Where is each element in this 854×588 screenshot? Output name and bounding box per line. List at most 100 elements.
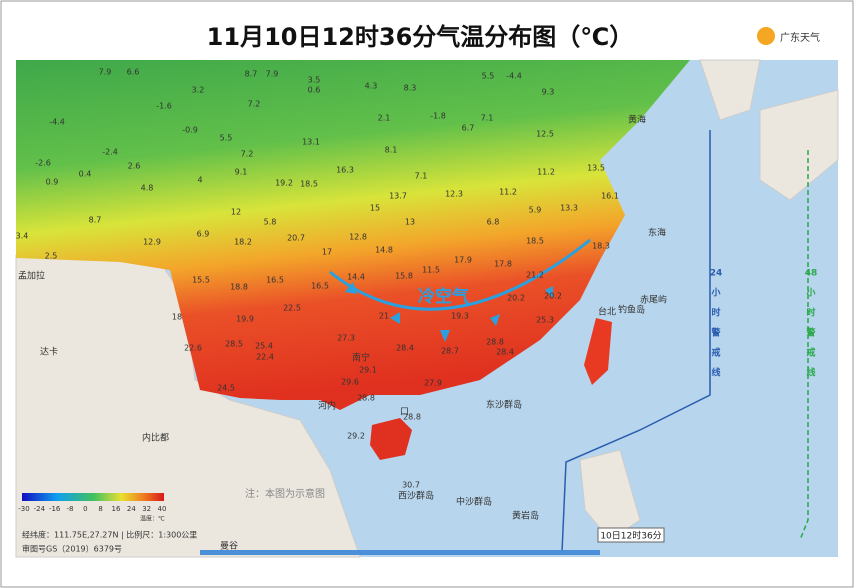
temperature: 16.5 (311, 282, 329, 291)
temperature: 9.3 (542, 88, 555, 97)
temperature: 25.3 (536, 316, 554, 325)
temperature: 7.2 (241, 150, 254, 159)
legend-tick: 32 (142, 505, 151, 513)
legend-unit: 温度：℃ (140, 515, 165, 523)
temperature: 24.5 (217, 384, 235, 393)
legend-tick: 16 (112, 505, 121, 513)
temperature: 4.8 (141, 184, 154, 193)
temperature-labels: 7.9 6.6 3.2 8.7 7.9 3.50.6 4.3 8.3 5.5 -4.4 9.3 -1.… (16, 68, 619, 490)
temperature: 6.7 (462, 124, 475, 133)
temperature: 22.6 (184, 344, 202, 353)
temperature: 13.7 (389, 192, 407, 201)
temperature: 22.5 (283, 304, 301, 313)
temperature: 28.7 (441, 347, 459, 356)
legend-tick: -24 (34, 505, 46, 513)
place: 东沙群岛 (486, 399, 522, 411)
temperature: 28.8 (403, 413, 421, 422)
temperature: 8.7 (245, 70, 258, 79)
legend-tick: -30 (18, 505, 29, 513)
temperature: 18.3 (592, 242, 610, 251)
temperature: 9.1 (235, 168, 248, 177)
temperature: 29.2 (347, 432, 365, 441)
warning-char: 小 (805, 287, 815, 299)
place: 黄海 (628, 114, 646, 126)
temperature: 2.5 (45, 252, 58, 261)
temperature: 18.5 (300, 180, 318, 189)
temperature: 5.8 (264, 218, 277, 227)
temperature: 28.8 (486, 338, 504, 347)
temperature: 18.2 (234, 238, 252, 247)
legend-tick: -8 (67, 505, 74, 513)
temperature: 16.5 (266, 276, 284, 285)
temperature: 5.9 (529, 206, 542, 215)
temperature: 15 (370, 204, 380, 213)
place: 台北 (598, 306, 616, 318)
temperature: 20.7 (287, 234, 305, 243)
place: 内比都 (142, 432, 169, 444)
approval: 审图号GS（2019）6379号 (22, 544, 122, 554)
temperature: 12 (231, 208, 241, 217)
temperature: 21 (379, 312, 389, 321)
temperature: 8.1 (385, 146, 398, 155)
place: 赤尾屿 (640, 295, 667, 306)
warning-char: 戒 (711, 347, 720, 359)
temperature: 8.3 (404, 84, 417, 93)
legend-tick: 40 (158, 505, 167, 513)
place: 达卡 (40, 346, 58, 358)
temperature: 15.5 (192, 276, 210, 285)
cold-air-label: 冷空气 (418, 286, 469, 307)
temperature: 7.1 (481, 114, 494, 123)
temperature: 5.5 (482, 72, 495, 81)
temperature: 19.3 (451, 312, 469, 321)
warning-char: 警 (806, 327, 815, 339)
legend-tick: 8 (98, 505, 102, 513)
temperature: 7.9 (266, 70, 279, 79)
temperature: 28.5 (225, 340, 243, 349)
legend-tick: 24 (127, 505, 136, 513)
temperature: 12.8 (349, 233, 367, 242)
temperature: 17.8 (494, 260, 512, 269)
warning-char: 线 (711, 367, 720, 379)
temperature: 3.2 (192, 86, 205, 95)
temperature: 2.6 (128, 162, 141, 171)
temperature: 19.9 (236, 315, 254, 324)
warning-char: 线 (806, 367, 815, 379)
temperature: 0.4 (79, 170, 92, 179)
temperature: 29.1 (359, 366, 377, 375)
temperature: 25.4 (255, 342, 273, 351)
temperature: 6.9 (197, 230, 210, 239)
temperature: 12.5 (536, 130, 554, 139)
temperature: -2.4 (102, 148, 118, 157)
map (15, 59, 839, 558)
temperature: 30.7 (402, 481, 420, 490)
temperature: 27.9 (424, 379, 442, 388)
temperature: 14.8 (375, 246, 393, 255)
temperature: 28.4 (396, 344, 414, 353)
temperature: 13.5 (587, 164, 605, 173)
temperature: 17.9 (454, 256, 472, 265)
temperature: 7.1 (415, 172, 428, 181)
temperature: 13.3 (560, 204, 578, 213)
temperature: -1.8 (430, 112, 446, 121)
temperature: 0.9 (46, 178, 59, 187)
temperature: 12.9 (143, 238, 161, 247)
temperature: -4.4 (506, 72, 522, 81)
temperature: 29.6 (341, 378, 359, 387)
temperature: 18.8 (230, 283, 248, 292)
temperature: 14.4 (347, 273, 365, 282)
temperature: 16.1 (601, 192, 619, 201)
temperature: 8.7 (89, 216, 102, 225)
place: 东海 (648, 227, 666, 239)
temperature: 3.4 (16, 232, 29, 241)
temperature: 13 (405, 218, 415, 227)
temperature: 3.5 (308, 76, 321, 85)
temperature: 6.6 (127, 68, 140, 77)
temperature: 16.3 (336, 166, 354, 175)
temperature: 18.5 (526, 237, 544, 246)
place: 西沙群岛 (398, 490, 434, 502)
temperature: 18 (172, 313, 182, 322)
